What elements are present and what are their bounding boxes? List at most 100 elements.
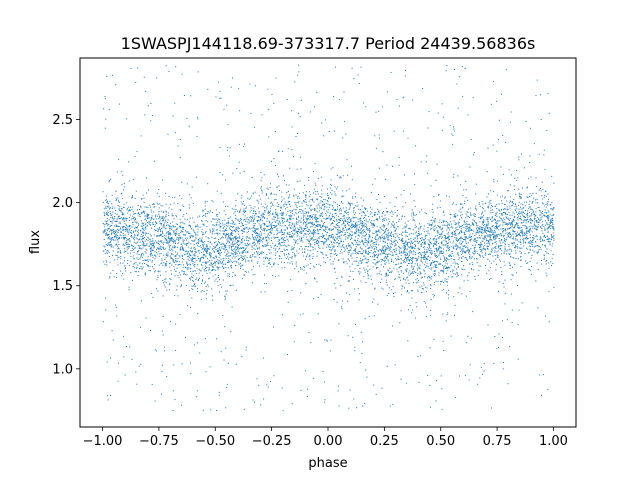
data-point [526, 237, 527, 238]
data-point [291, 248, 293, 250]
data-point [173, 232, 175, 234]
data-point [103, 223, 105, 225]
data-point [306, 218, 308, 220]
data-point [511, 238, 513, 240]
data-point [441, 250, 443, 252]
data-point [190, 259, 192, 261]
data-point [316, 224, 318, 226]
data-point [420, 209, 422, 211]
data-point [456, 226, 458, 228]
data-point [307, 218, 309, 220]
data-point [251, 249, 253, 251]
data-point [211, 259, 213, 261]
data-point [122, 272, 124, 274]
data-point [162, 254, 164, 256]
data-point [107, 224, 109, 226]
data-point [494, 231, 496, 233]
data-point [402, 286, 404, 288]
data-point [231, 253, 233, 255]
data-point [130, 68, 132, 69]
data-point [519, 197, 521, 199]
data-point [335, 236, 337, 238]
data-point [150, 244, 152, 245]
data-point [445, 320, 447, 322]
data-point [429, 250, 430, 252]
data-point [108, 228, 110, 230]
data-point [541, 225, 543, 227]
data-point [218, 391, 220, 393]
data-point [309, 191, 311, 193]
data-point [166, 239, 168, 241]
data-point [414, 248, 416, 249]
data-point [278, 242, 280, 244]
data-point [255, 212, 256, 214]
data-point [538, 218, 540, 220]
data-point [128, 238, 130, 240]
data-point [490, 190, 492, 192]
data-point [191, 235, 193, 237]
data-point [212, 266, 214, 268]
data-point [458, 257, 460, 259]
data-point [548, 218, 550, 220]
data-point [283, 206, 285, 208]
data-point [115, 237, 117, 239]
data-point [524, 201, 526, 203]
data-point [323, 218, 325, 219]
data-point [544, 194, 546, 196]
data-point [541, 216, 543, 218]
data-point [388, 218, 390, 220]
data-point [103, 239, 105, 240]
data-point [486, 272, 488, 274]
data-point [303, 184, 305, 186]
data-point [518, 205, 520, 207]
data-point [169, 262, 171, 264]
data-point [406, 243, 408, 245]
data-point [155, 249, 157, 251]
data-point [520, 259, 522, 261]
data-point [243, 228, 245, 230]
data-point [278, 185, 280, 187]
data-point [518, 309, 520, 311]
data-point [173, 245, 175, 247]
data-point [383, 236, 385, 238]
data-point [434, 221, 436, 223]
data-point [358, 271, 360, 273]
data-point [200, 270, 202, 272]
data-point [346, 247, 348, 249]
data-point [218, 267, 220, 269]
data-point [240, 241, 242, 243]
data-point [140, 326, 141, 328]
data-point [174, 234, 176, 236]
data-point [544, 212, 546, 213]
data-point [395, 197, 397, 199]
data-point [471, 229, 473, 231]
data-point [533, 246, 535, 248]
data-point [105, 223, 107, 225]
data-point [350, 230, 352, 232]
data-point [445, 267, 447, 269]
data-point [182, 222, 184, 224]
data-point [512, 201, 514, 203]
data-point [363, 217, 365, 219]
data-point [306, 219, 308, 221]
data-point [193, 275, 195, 277]
data-point [277, 213, 278, 215]
data-point [384, 229, 386, 231]
data-point [281, 237, 283, 239]
data-point [342, 258, 344, 260]
data-point [291, 126, 293, 128]
data-point [474, 207, 476, 209]
data-point [403, 272, 405, 274]
data-point [126, 239, 128, 241]
data-point [361, 231, 362, 233]
data-point [548, 227, 550, 229]
data-point [434, 219, 436, 221]
data-point [408, 263, 409, 264]
data-point [292, 247, 294, 249]
data-point [133, 230, 134, 232]
data-point [243, 219, 245, 221]
data-point [550, 261, 552, 263]
data-point [271, 218, 273, 220]
data-point [509, 218, 511, 219]
data-point [551, 257, 553, 259]
